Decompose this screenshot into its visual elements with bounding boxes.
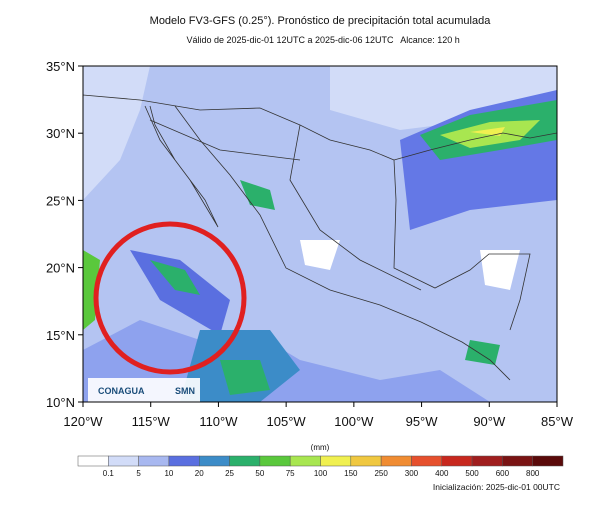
- colorbar-label: 150: [344, 469, 358, 478]
- lon-label: 95°W: [406, 414, 439, 429]
- colorbar-swatch: [138, 455, 170, 467]
- logo-smn: SMN: [175, 386, 195, 396]
- lon-label: 105°W: [267, 414, 307, 429]
- colorbar-swatch: [532, 455, 564, 467]
- colorbar-label: 25: [225, 469, 234, 478]
- colorbar-label: 75: [286, 469, 295, 478]
- map-area: CONAGUA SMN: [83, 66, 557, 402]
- logo-conagua: CONAGUA: [98, 386, 145, 396]
- colorbar-swatch: [380, 455, 412, 467]
- lon-label: 120°W: [63, 414, 103, 429]
- title: Modelo FV3-GFS (0.25°). Pronóstico de pr…: [150, 15, 492, 27]
- colorbar-label: 500: [465, 469, 479, 478]
- colorbar-label: 400: [435, 469, 449, 478]
- lon-label: 110°W: [199, 414, 238, 429]
- lon-label: 85°W: [541, 414, 574, 429]
- colorbar-swatch: [168, 455, 200, 467]
- lat-label: 15°N: [46, 328, 75, 343]
- colorbar-swatch: [502, 455, 533, 467]
- lat-label: 30°N: [46, 126, 75, 141]
- colorbar-label: 10: [164, 469, 173, 478]
- colorbar-swatch: [350, 455, 382, 467]
- lat-label: 20°N: [46, 261, 75, 276]
- colorbar-swatch: [77, 455, 109, 467]
- lon-label: 115°W: [132, 414, 171, 429]
- valid-period: Válido de 2025-dic-01 12UTC a 2025-dic-0…: [186, 35, 394, 45]
- lat-label: 10°N: [46, 395, 75, 410]
- init-time: Inicialización: 2025-dic-01 00UTC: [433, 482, 560, 492]
- colorbar-label: 100: [314, 469, 328, 478]
- colorbar-label: 600: [496, 469, 510, 478]
- colorbar-swatch: [289, 455, 321, 467]
- lon-label: 90°W: [473, 414, 506, 429]
- colorbar-label: 0.1: [103, 469, 115, 478]
- colorbar-swatch: [199, 455, 230, 467]
- forecast-range: Alcance: 120 h: [400, 35, 460, 45]
- colorbar-label: 50: [255, 469, 264, 478]
- colorbar-unit: (mm): [311, 443, 330, 452]
- colorbar-label: 250: [374, 469, 388, 478]
- colorbar-swatch: [229, 455, 261, 467]
- colorbar-label: 300: [405, 469, 419, 478]
- lat-label: 35°N: [46, 59, 75, 74]
- colorbar-swatch: [441, 455, 473, 467]
- colorbar-swatch: [259, 455, 291, 467]
- colorbar-swatch: [108, 455, 139, 467]
- colorbar-swatch: [411, 455, 442, 467]
- colorbar-swatch: [471, 455, 503, 467]
- colorbar-swatch: [320, 455, 352, 467]
- lon-label: 100°W: [334, 414, 374, 429]
- lat-label: 25°N: [46, 193, 75, 208]
- colorbar-label: 20: [195, 469, 204, 478]
- colorbar-label: 5: [136, 469, 141, 478]
- colorbar-label: 800: [526, 469, 540, 478]
